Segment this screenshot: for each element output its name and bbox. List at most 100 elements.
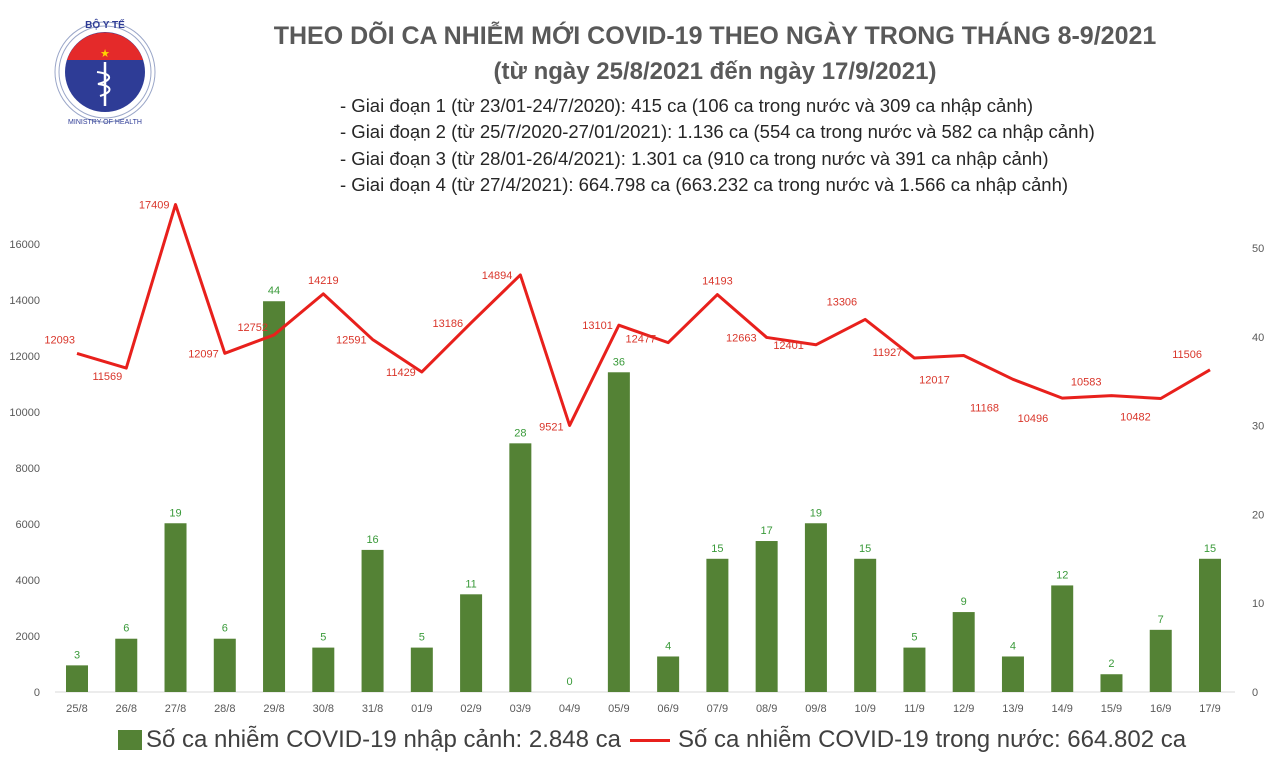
left-tick-label: 8000 <box>16 463 40 475</box>
right-tick-label: 0 <box>1252 687 1258 699</box>
x-tick-label: 13/9 <box>1002 703 1023 715</box>
x-tick-label: 07/9 <box>707 703 728 715</box>
legend-swatch-line <box>630 738 670 742</box>
right-tick-label: 20 <box>1252 509 1264 521</box>
line-data-label: 13306 <box>827 296 858 308</box>
bar <box>657 656 680 692</box>
bar <box>213 638 236 692</box>
moh-logo: ★ BỘ Y TẾ MINISTRY OF HEALTH <box>54 18 156 126</box>
line-data-label: 10482 <box>1120 412 1151 424</box>
legend-label-imported: Số ca nhiễm COVID-19 nhập cảnh: 2.848 ca <box>146 726 621 753</box>
legend-swatch-bar <box>118 730 142 750</box>
bar-data-label: 12 <box>1056 569 1068 581</box>
line-data-label: 10496 <box>1018 413 1049 425</box>
left-tick-label: 0 <box>34 687 40 699</box>
line-data-label: 13186 <box>432 318 463 330</box>
bar <box>361 549 384 692</box>
bar-data-label: 19 <box>810 507 822 519</box>
line-data-label: 12093 <box>44 334 75 346</box>
right-tick-label: 50 <box>1252 243 1264 255</box>
bar-data-label: 5 <box>911 632 917 644</box>
stage-4-text: - Giai đoạn 4 (từ 27/4/2021): 664.798 ca… <box>340 174 1069 195</box>
x-tick-label: 28/8 <box>214 703 235 715</box>
stage-3-text: - Giai đoạn 3 (từ 28/01-26/4/2021): 1.30… <box>340 148 1049 169</box>
line-data-label: 11506 <box>1172 349 1202 361</box>
bar-data-label: 15 <box>711 543 723 555</box>
bar-data-label: 6 <box>222 623 228 635</box>
x-tick-label: 17/9 <box>1199 703 1220 715</box>
legend-label-domestic: Số ca nhiễm COVID-19 trong nước: 664.802… <box>678 726 1187 753</box>
line-data-label: 13101 <box>582 320 613 332</box>
bar <box>1149 629 1172 692</box>
bar-data-label: 19 <box>169 507 181 519</box>
bar-data-label: 2 <box>1108 658 1114 670</box>
left-tick-label: 16000 <box>9 239 40 251</box>
bar-data-label: 0 <box>567 676 573 688</box>
bar-data-label: 44 <box>268 285 280 297</box>
line-data-label: 10583 <box>1071 377 1102 389</box>
line-data-label: 17409 <box>139 200 170 212</box>
line-data-label: 11429 <box>386 367 416 379</box>
x-tick-label: 16/9 <box>1150 703 1171 715</box>
legend-item-imported: Số ca nhiễm COVID-19 nhập cảnh: 2.848 ca <box>118 726 621 754</box>
bar <box>115 638 138 692</box>
bar <box>66 665 88 692</box>
bar-data-label: 5 <box>320 632 326 644</box>
x-tick-label: 06/9 <box>657 703 678 715</box>
bar-data-label: 16 <box>366 534 378 546</box>
x-tick-label: 30/8 <box>313 703 334 715</box>
line-data-label: 9521 <box>539 421 563 433</box>
right-tick-label: 40 <box>1252 332 1264 344</box>
left-tick-label: 6000 <box>16 519 40 531</box>
bar-data-label: 3 <box>74 649 80 661</box>
line-data-label: 14193 <box>702 276 733 288</box>
x-tick-label: 25/8 <box>66 703 87 715</box>
bar <box>460 594 483 692</box>
bar <box>263 301 286 692</box>
x-tick-label: 04/9 <box>559 703 580 715</box>
bar <box>164 523 187 692</box>
chart-title: THEO DÕI CA NHIỄM MỚI COVID-19 THEO NGÀY… <box>273 22 1157 50</box>
bar <box>903 647 926 692</box>
x-tick-label: 26/8 <box>116 703 137 715</box>
bar <box>1199 558 1221 692</box>
bar-data-label: 4 <box>665 640 671 652</box>
bar-data-label: 15 <box>1204 543 1216 555</box>
left-tick-label: 14000 <box>9 295 40 307</box>
line-series <box>76 203 1211 427</box>
bar-data-label: 5 <box>419 632 425 644</box>
line-data-label: 14894 <box>482 270 513 282</box>
line-data-label: 12097 <box>188 348 219 360</box>
x-tick-label: 03/9 <box>510 703 531 715</box>
bar <box>854 558 877 692</box>
x-tick-label: 01/9 <box>411 703 432 715</box>
bar <box>509 443 532 692</box>
left-tick-label: 10000 <box>9 407 40 419</box>
bar-data-label: 15 <box>859 543 871 555</box>
stage-1-text: - Giai đoạn 1 (từ 23/01-24/7/2020): 415 … <box>340 95 1034 116</box>
line-data-label: 11168 <box>970 402 999 414</box>
bar-data-label: 28 <box>514 427 526 439</box>
bar <box>1051 585 1074 692</box>
bar <box>755 541 778 692</box>
x-tick-label: 15/9 <box>1101 703 1122 715</box>
bar-data-label: 17 <box>761 525 773 537</box>
legend-item-domestic: Số ca nhiễm COVID-19 trong nước: 664.802… <box>630 726 1186 754</box>
line-data-label: 12017 <box>919 375 950 387</box>
bar <box>410 647 433 692</box>
line-data-label: 12591 <box>336 334 367 346</box>
left-tick-label: 4000 <box>16 575 40 587</box>
line-data-label: 12663 <box>726 332 757 344</box>
line-data-label: 14219 <box>308 275 339 287</box>
line-data-label: 12752 <box>237 322 268 334</box>
bar-data-label: 36 <box>613 356 625 368</box>
x-tick-label: 09/8 <box>805 703 826 715</box>
bar <box>1001 656 1024 692</box>
logo-top-text: BỘ Y TẾ <box>85 18 125 31</box>
bar-data-label: 9 <box>961 596 967 608</box>
bar <box>952 612 975 692</box>
left-tick-label: 12000 <box>9 351 40 363</box>
x-tick-label: 08/9 <box>756 703 777 715</box>
